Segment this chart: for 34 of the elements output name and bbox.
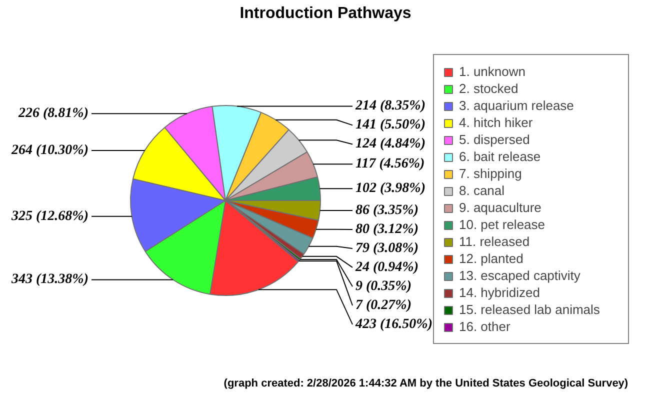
data-label: 102 (3.98%) [356,181,426,196]
legend-label: 4. hitch hiker [459,115,534,130]
legend-label: 10. pet release [459,217,546,232]
legend-label: 5. dispersed [459,132,531,147]
chart-title: Introduction Pathways [240,5,412,22]
legend-label: 6. bait release [459,149,542,164]
legend-label: 16. other [459,319,512,334]
legend-label: 14. hybridized [459,285,541,300]
data-label: 79 (3.08%) [356,240,418,256]
data-label: 9 (0.35%) [356,278,412,294]
data-label: 24 (0.94%) [354,260,418,275]
data-label: 423 (16.50%) [354,316,432,332]
data-label: 214 (8.35%) [354,98,426,114]
data-label: 343 (13.38%) [10,272,89,288]
legend-label: 3. aquarium release [459,98,575,113]
data-label: 80 (3.12%) [356,222,418,237]
legend-label: 12. planted [459,251,524,266]
data-label: 117 (4.56%) [356,156,425,172]
data-label: 325 (12.68%) [10,208,89,224]
legend-label: 9. aquaculture [459,200,542,215]
data-label: 7 (0.27%) [356,298,412,313]
legend-label: 15. released lab animals [459,302,601,317]
data-label: 141 (5.50%) [356,118,426,133]
legend-label: 8. canal [459,183,506,198]
legend-label: 2. stocked [459,81,520,96]
data-label: 226 (8.81%) [18,106,89,122]
legend-label: 13. escaped captivity [459,268,582,283]
legend-label: 1. unknown [459,64,526,79]
data-label: 124 (4.84%) [356,136,426,152]
legend-label: 7. shipping [459,166,523,181]
data-label: 264 (10.30%) [10,143,89,158]
text: (graph created: 2/28/2026 1:44:32 AM by the United States Geological Survey) [224,378,628,390]
legend-label: 11. released [459,234,531,249]
data-label: 86 (3.35%) [356,202,418,218]
